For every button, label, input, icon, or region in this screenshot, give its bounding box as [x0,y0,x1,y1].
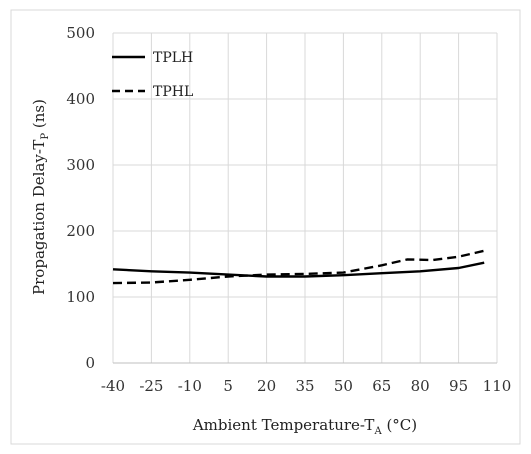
legend: TPLH TPHL [112,50,193,100]
x-tick-label: -40 [101,377,125,395]
x-tick-label: 95 [449,377,468,395]
x-axis-title-subscript: A [373,426,382,437]
x-tick-label: 50 [334,377,353,395]
y-tick-label: 0 [85,354,95,372]
y-axis-title-unit: (ns) [30,99,48,133]
axes: 0 100 200 300 400 500 -40 -25 -10 5 20 35 50 65 80 95 11… [66,24,511,395]
y-tick-label: 500 [66,24,95,42]
legend-label-tplh: TPLH [153,50,193,66]
legend-label-tphl: TPHL [153,84,193,100]
x-tick-label: 80 [411,377,430,395]
y-tick-label: 100 [66,288,95,306]
y-tick-label: 200 [66,222,95,240]
x-tick-label: 110 [483,377,512,395]
x-tick-label: 5 [223,377,233,395]
x-axis-title-unit: (°C) [382,416,417,434]
x-tick-label: -10 [178,377,202,395]
series-lines [112,249,485,285]
y-axis-title-subscript: P [40,133,51,140]
y-axis-title: Propagation Delay-TP (ns) [30,99,51,295]
y-tick-label: 300 [66,156,95,174]
series-line-tplh [112,261,485,278]
y-tick-label: 400 [66,90,95,108]
x-tick-label: 65 [372,377,391,395]
x-axis-title-main: Ambient Temperature-T [192,416,375,434]
x-tick-label: 20 [257,377,276,395]
x-tick-label: -25 [139,377,163,395]
x-axis-title: Ambient Temperature-TA (°C) [192,416,417,437]
y-axis-title-main: Propagation Delay-T [30,140,48,295]
chart-border [10,9,521,445]
series-line-tphl [112,249,485,285]
x-tick-label: 35 [295,377,314,395]
